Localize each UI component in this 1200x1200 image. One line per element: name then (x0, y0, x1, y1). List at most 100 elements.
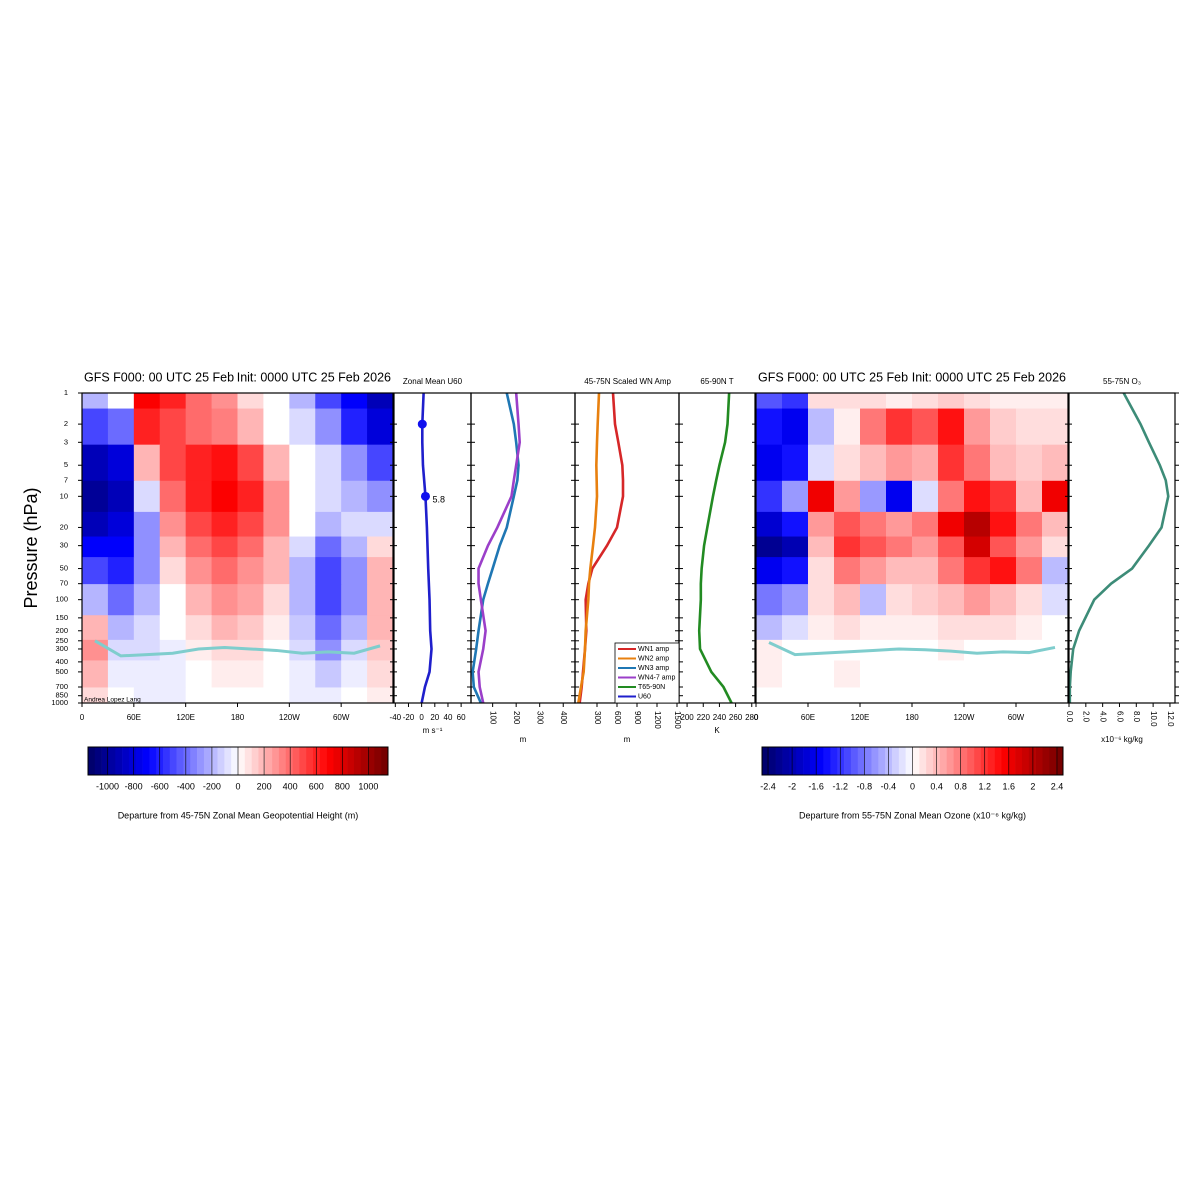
heat-cell (808, 480, 835, 513)
colorbar-swatch (837, 747, 845, 775)
colorbar-tick-label: 1000 (358, 781, 378, 791)
colorbar-swatch (122, 747, 130, 775)
heat-cell (912, 480, 939, 513)
heat-cell (886, 615, 913, 641)
heat-cell (263, 393, 290, 410)
heat-cell (782, 408, 809, 446)
heat-cell (756, 536, 783, 558)
x-tick-label: -40 (390, 713, 402, 722)
colorbar-tick-label: 2 (1030, 781, 1035, 791)
heat-cell (1042, 536, 1069, 558)
heat-cell (159, 408, 187, 446)
x-tick-label: 120E (851, 713, 870, 722)
heat-cell (82, 639, 109, 661)
y-tick-label: 1 (64, 388, 68, 397)
x-tick-label: 60W (333, 713, 350, 722)
x-axis-label: K (714, 726, 720, 735)
heat-cell (159, 393, 187, 410)
colorbar-tick-label: 600 (309, 781, 324, 791)
colorbar-swatch (353, 747, 362, 775)
colorbar-swatch (176, 747, 184, 775)
heat-cell (886, 408, 913, 446)
y-tick-label: 30 (60, 541, 68, 550)
heat-cell (964, 639, 991, 661)
heat-cell (990, 660, 1017, 688)
heat-cell (912, 444, 939, 482)
colorbar-swatch (319, 747, 327, 775)
heat-cell (82, 687, 109, 704)
heat-cell (211, 444, 238, 482)
panel-title: GFS F000: 00 UTC 25 Feb (84, 370, 234, 384)
colorbar-swatch (1008, 747, 1016, 775)
colorbar-swatch (1056, 747, 1064, 775)
colorbar-tick-label: -1.6 (808, 781, 824, 791)
heat-cell (211, 408, 238, 446)
heat-cell (834, 408, 861, 446)
heat-cell (860, 584, 887, 616)
colorbar-swatch (919, 747, 927, 775)
colorbar-swatch (768, 747, 776, 775)
heat-cell (964, 511, 991, 538)
heat-cell (107, 511, 135, 538)
heat-cell (82, 480, 109, 513)
x-tick-label: 280 (745, 713, 759, 722)
heat-cell (367, 408, 394, 446)
colorbar-swatch (238, 747, 246, 775)
heat-cell (341, 615, 368, 641)
x-tick-label: 400 (559, 711, 568, 725)
y-tick-label: 2 (64, 419, 68, 428)
heat-cell (263, 480, 290, 513)
heat-cell (341, 408, 368, 446)
y-tick-label: 5 (64, 460, 68, 469)
heat-cell (860, 393, 887, 410)
y-axis-label: Pressure (hPa) (21, 487, 41, 608)
heat-cell (756, 557, 783, 585)
heat-cell (367, 393, 394, 410)
u60-marker (417, 419, 427, 429)
colorbar-swatch (278, 747, 287, 775)
heat-cell (289, 480, 316, 513)
profile-line (577, 392, 601, 704)
heat-cell (211, 480, 238, 513)
colorbar-swatch (1028, 747, 1036, 775)
heat-cell (938, 393, 965, 410)
colorbar-swatch (88, 747, 96, 775)
heat-cell (808, 584, 835, 616)
colorbar-tick-label: -0.4 (881, 781, 897, 791)
heat-cell (808, 615, 835, 641)
heat-cell (782, 584, 809, 616)
colorbar-swatch (850, 747, 859, 775)
colorbar-swatch (939, 747, 948, 775)
colorbar-swatch (244, 747, 252, 775)
heat-cell (133, 639, 161, 661)
heat-cell (107, 444, 135, 482)
heat-cell (82, 444, 109, 482)
colorbar-tick-label: -2 (788, 781, 796, 791)
heat-cell (133, 480, 161, 513)
heat-cell (263, 408, 290, 446)
heat-cell (1042, 557, 1069, 585)
heat-cell (289, 536, 316, 558)
heat-cell (315, 408, 342, 446)
panel-title: 65-90N T (700, 377, 733, 386)
heat-cell (315, 615, 342, 641)
panel-title: GFS F000: 00 UTC 25 Feb (758, 370, 908, 384)
x-tick-label: 8.0 (1132, 711, 1141, 723)
x-axis-label: m (520, 735, 527, 744)
panel-frame (678, 392, 756, 704)
colorbar-swatch (285, 747, 293, 775)
x-tick-label: 300 (536, 711, 545, 725)
colorbar-tick-label: -2.4 (760, 781, 776, 791)
legend-label: U60 (638, 693, 651, 700)
heat-cell (912, 660, 939, 688)
colorbar-swatch (251, 747, 259, 775)
colorbar-swatch (891, 747, 900, 775)
heat-cell (938, 557, 965, 585)
heat-cell (185, 584, 213, 616)
heat-cell (159, 615, 187, 641)
heat-cell (82, 557, 109, 585)
x-axis-label: m (624, 735, 631, 744)
colorbar-tick-label: -200 (203, 781, 221, 791)
heat-cell (82, 393, 109, 410)
heat-cell (1042, 393, 1069, 410)
